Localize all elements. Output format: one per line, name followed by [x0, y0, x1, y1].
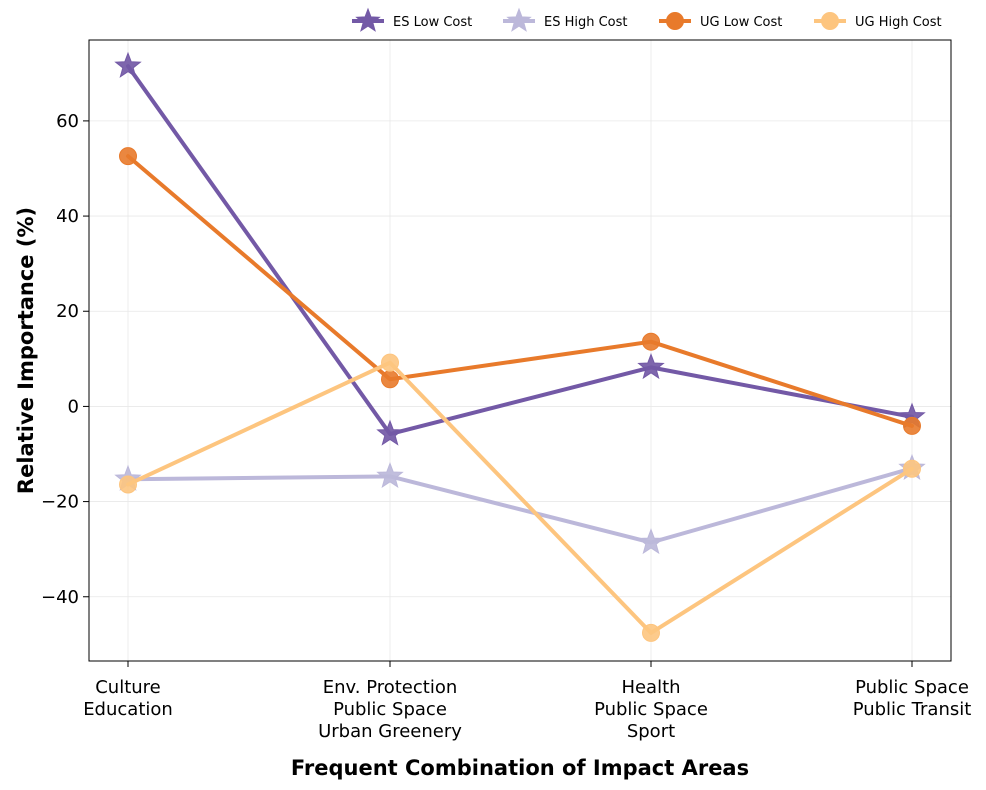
data-point-ug-low-cost — [119, 147, 137, 166]
series-ug-high-cost — [119, 353, 921, 642]
data-point-es-low-cost — [637, 352, 665, 380]
x-tick-label-line: Sport — [627, 721, 675, 742]
legend-label: UG Low Cost — [700, 15, 782, 30]
legend-item-ug-low-cost: UG Low Cost — [659, 12, 782, 30]
plot-frame — [88, 39, 952, 662]
grid — [89, 40, 951, 661]
x-tick-label-line: Culture — [95, 677, 161, 698]
x-tick-label-line: Public Space — [855, 677, 969, 698]
x-tick-label-line: Public Space — [333, 699, 447, 720]
legend-marker-circle — [821, 12, 839, 30]
y-tick-label: 20 — [56, 301, 79, 322]
legend-label: ES Low Cost — [393, 15, 472, 30]
x-tick-label-line: Public Space — [594, 699, 708, 720]
series-line-ug-low-cost — [126, 154, 914, 428]
data-point-es-low-cost — [114, 51, 142, 78]
x-tick-label: Env. Protection Public Space Urban Greener… — [318, 677, 462, 742]
data-point-ug-high-cost — [381, 353, 399, 372]
legend: ES Low Cost ES High Cost UG Low Cost UG Hig… — [352, 7, 942, 32]
y-tick-label: −20 — [41, 492, 79, 513]
x-axis-title: Frequent Combination of Impact Areas — [291, 756, 749, 780]
legend-label: ES High Cost — [544, 15, 628, 30]
data-point-es-low-cost — [376, 419, 404, 446]
series-es-low-cost — [114, 51, 926, 446]
legend-item-ug-high-cost: UG High Cost — [814, 12, 942, 30]
data-point-ug-high-cost — [642, 623, 660, 642]
x-tick-label: Public Space Public Transit — [853, 677, 972, 720]
legend-marker-star — [355, 7, 381, 32]
legend-item-es-high-cost: ES High Cost — [503, 7, 628, 32]
legend-item-es-low-cost: ES Low Cost — [352, 7, 472, 32]
data-point-ug-high-cost — [119, 475, 137, 494]
legend-marker-star — [506, 7, 532, 32]
legend-marker-circle — [666, 12, 684, 30]
data-point-ug-low-cost — [642, 332, 660, 351]
legend-label: UG High Cost — [855, 15, 942, 30]
data-point-ug-low-cost — [903, 416, 921, 435]
y-axis: −40 −20 0 20 40 60 — [41, 111, 89, 608]
y-tick-label: 0 — [68, 396, 79, 417]
series-line-es-low-cost — [126, 64, 914, 437]
x-tick-label-line: Public Transit — [853, 699, 972, 720]
x-tick-label: Health Public Space Sport — [594, 677, 708, 742]
data-point-es-high-cost — [376, 461, 404, 489]
series-line-ug-high-cost — [126, 360, 914, 635]
y-tick-label: 60 — [56, 111, 79, 132]
x-tick-label: Culture Education — [83, 677, 173, 720]
data-point-es-high-cost — [637, 528, 665, 555]
y-tick-label: 40 — [56, 206, 79, 227]
series-line-es-high-cost — [126, 466, 914, 545]
series-ug-low-cost — [119, 147, 921, 435]
x-tick-label-line: Env. Protection — [323, 677, 458, 698]
data-point-ug-low-cost — [381, 370, 399, 389]
x-tick-label-line: Health — [621, 677, 680, 698]
x-tick-label-line: Education — [83, 699, 173, 720]
series-layer — [114, 51, 926, 642]
y-axis-title: Relative Importance (%) — [14, 207, 38, 494]
y-tick-label: −40 — [41, 587, 79, 608]
data-point-ug-high-cost — [903, 459, 921, 478]
x-tick-label-line: Urban Greenery — [318, 721, 462, 742]
